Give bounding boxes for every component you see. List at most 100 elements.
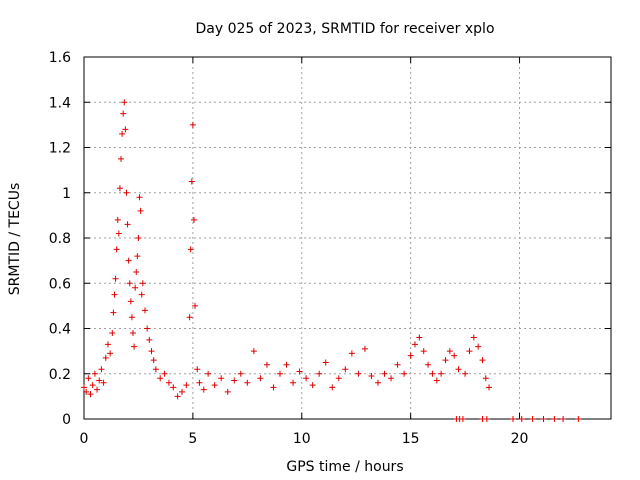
data-point bbox=[486, 384, 493, 391]
data-point bbox=[309, 382, 316, 389]
data-point bbox=[190, 216, 197, 223]
data-point bbox=[102, 354, 109, 361]
data-point bbox=[96, 377, 103, 384]
y-tick-label: 1.4 bbox=[49, 95, 71, 111]
data-point bbox=[244, 379, 251, 386]
data-point bbox=[355, 370, 362, 377]
data-point bbox=[114, 216, 121, 223]
data-point bbox=[128, 314, 135, 321]
data-point bbox=[529, 416, 536, 422]
data-point bbox=[138, 291, 145, 298]
x-tick-label: 0 bbox=[80, 431, 89, 447]
data-point bbox=[381, 370, 388, 377]
data-point bbox=[192, 302, 199, 309]
data-point bbox=[165, 379, 172, 386]
data-point bbox=[170, 384, 177, 391]
data-point bbox=[446, 348, 453, 355]
data-point bbox=[119, 130, 126, 137]
x-tick-label: 10 bbox=[293, 431, 311, 447]
data-point bbox=[388, 375, 395, 382]
y-tick-labels: 0 0.2 0.4 0.6 0.8 1 1.2 1.4 1.6 bbox=[49, 50, 71, 428]
data-point bbox=[322, 359, 329, 366]
data-point bbox=[205, 370, 212, 377]
y-tick-label: 0.8 bbox=[49, 231, 71, 247]
data-point bbox=[109, 330, 116, 337]
y-tick-label: 1 bbox=[62, 186, 71, 202]
data-point bbox=[283, 361, 290, 368]
grid-lines bbox=[84, 57, 611, 419]
x-axis-label: GPS time / hours bbox=[286, 459, 403, 475]
data-point bbox=[146, 336, 153, 343]
data-point bbox=[224, 388, 231, 395]
data-point bbox=[316, 370, 323, 377]
data-point bbox=[115, 230, 122, 237]
data-point bbox=[125, 257, 132, 264]
data-point bbox=[466, 348, 473, 355]
data-point bbox=[575, 416, 582, 422]
data-point bbox=[276, 370, 283, 377]
data-point bbox=[135, 235, 142, 241]
data-point bbox=[120, 110, 127, 117]
chart-title: Day 025 of 2023, SRMTID for receiver xpl… bbox=[195, 21, 494, 37]
data-point bbox=[420, 348, 427, 355]
data-point bbox=[186, 314, 193, 321]
data-point bbox=[89, 382, 96, 389]
data-point bbox=[483, 416, 490, 422]
data-point bbox=[470, 334, 477, 341]
data-point bbox=[116, 185, 123, 192]
data-point bbox=[394, 361, 401, 368]
data-point bbox=[118, 155, 125, 162]
data-point bbox=[134, 253, 141, 260]
data-point bbox=[133, 268, 140, 275]
data-point bbox=[187, 246, 194, 253]
data-point bbox=[551, 416, 558, 422]
data-point bbox=[123, 189, 130, 196]
x-tick-label: 5 bbox=[188, 431, 197, 447]
data-point bbox=[401, 370, 408, 377]
data-point bbox=[368, 373, 375, 380]
y-tick-label: 0.4 bbox=[49, 322, 71, 338]
data-point bbox=[188, 178, 195, 185]
data-point bbox=[250, 348, 257, 355]
data-point bbox=[540, 416, 547, 422]
data-point bbox=[482, 375, 489, 382]
x-tick-label: 15 bbox=[402, 431, 420, 447]
data-point bbox=[303, 375, 310, 382]
data-point bbox=[200, 386, 207, 393]
data-point bbox=[137, 207, 144, 214]
data-point bbox=[83, 388, 90, 395]
data-point bbox=[510, 416, 517, 422]
data-point bbox=[459, 416, 466, 422]
data-point bbox=[342, 366, 349, 373]
data-point bbox=[81, 384, 87, 391]
data-point bbox=[475, 343, 482, 350]
data-point bbox=[157, 375, 164, 382]
data-point bbox=[112, 275, 119, 282]
data-point bbox=[136, 194, 143, 201]
data-point bbox=[152, 366, 159, 373]
data-point bbox=[329, 384, 336, 391]
data-point bbox=[290, 379, 297, 386]
data-point bbox=[425, 361, 432, 368]
data-point bbox=[127, 298, 134, 305]
data-points bbox=[81, 99, 582, 422]
data-point bbox=[194, 366, 201, 373]
data-point bbox=[174, 393, 181, 400]
data-point bbox=[122, 126, 129, 133]
plot-frame bbox=[83, 56, 612, 420]
data-point bbox=[348, 350, 355, 357]
data-point bbox=[231, 377, 238, 384]
data-point bbox=[144, 325, 151, 332]
data-point bbox=[110, 309, 117, 316]
data-point bbox=[139, 280, 146, 287]
x-tick-labels: 0 5 10 15 20 bbox=[80, 431, 529, 447]
data-point bbox=[161, 370, 168, 377]
data-point bbox=[374, 379, 381, 386]
data-point bbox=[335, 375, 342, 382]
data-point bbox=[218, 375, 225, 382]
data-point bbox=[451, 352, 458, 359]
data-point bbox=[412, 341, 419, 348]
data-point bbox=[438, 370, 445, 377]
data-point bbox=[100, 379, 107, 386]
